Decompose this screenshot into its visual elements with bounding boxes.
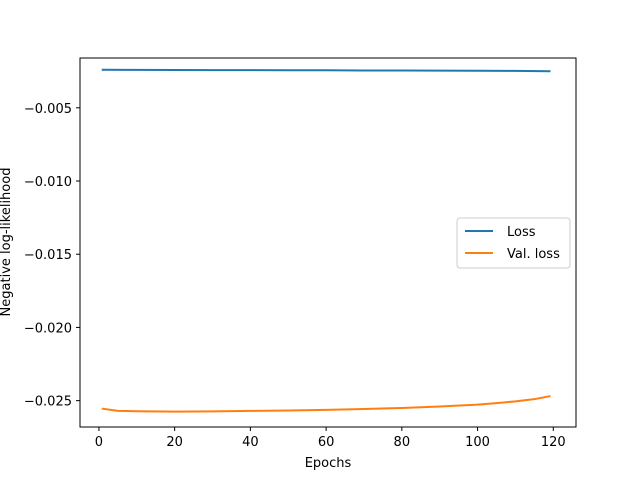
series-line-loss: [101, 68, 551, 73]
x-tick-label: 120: [541, 435, 566, 450]
x-axis-label: Epochs: [305, 456, 352, 471]
x-tick-label: 20: [166, 435, 183, 450]
x-tick-label: 80: [394, 435, 411, 450]
y-tick-label: −0.025: [24, 395, 72, 410]
x-tick-label: 60: [318, 435, 335, 450]
x-axis: 0 20 40 60 80 100 120: [95, 427, 566, 450]
series-line-val-loss: [101, 395, 551, 413]
legend-label-val-loss: Val. loss: [507, 247, 560, 262]
y-tick-label: −0.010: [24, 175, 72, 190]
x-tick-label: 40: [242, 435, 259, 450]
y-axis-label: Negative log-likelihood: [0, 168, 14, 317]
x-tick-label: 0: [95, 435, 103, 450]
legend-label-loss: Loss: [507, 225, 536, 240]
y-tick-label: −0.020: [24, 321, 72, 336]
y-tick-label: −0.005: [24, 102, 72, 117]
series-layer: [101, 68, 551, 413]
x-tick-label: 100: [465, 435, 490, 450]
y-tick-label: −0.015: [24, 248, 72, 263]
plot-frame: [79, 57, 577, 428]
y-axis: −0.005 −0.010 −0.015 −0.020 −0.025: [24, 102, 80, 410]
legend: Loss Val. loss: [456, 217, 571, 269]
